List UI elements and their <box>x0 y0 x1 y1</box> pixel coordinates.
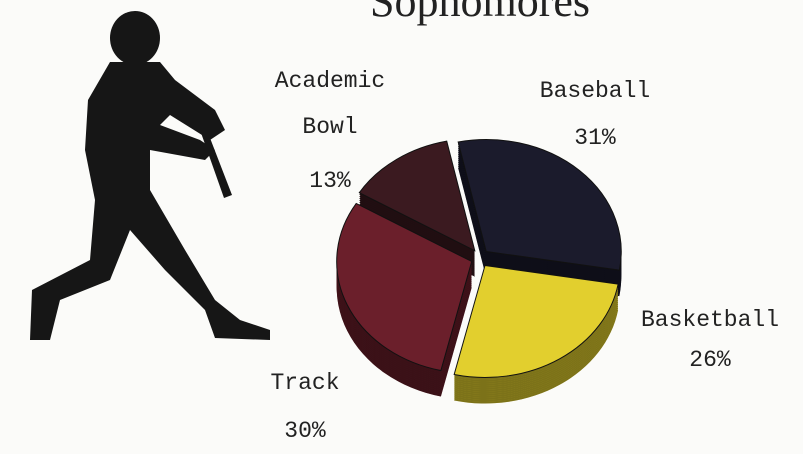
chart-title: Sophomores <box>370 0 590 26</box>
slice-label: Academic Bowl <box>274 68 386 140</box>
batter-silhouette <box>30 11 270 340</box>
slice <box>336 202 473 372</box>
slice-value-label: 30% <box>284 418 326 444</box>
slice-value-label: 26% <box>689 347 731 373</box>
slice <box>453 264 619 378</box>
slice-label: Basketball <box>640 307 780 333</box>
slice-label: Baseball <box>539 78 651 104</box>
slice <box>358 140 476 252</box>
slice-label: Track <box>270 370 340 396</box>
slice <box>457 139 622 271</box>
slice-value-label: 31% <box>574 125 616 151</box>
slice-value-label: 13% <box>309 168 351 194</box>
